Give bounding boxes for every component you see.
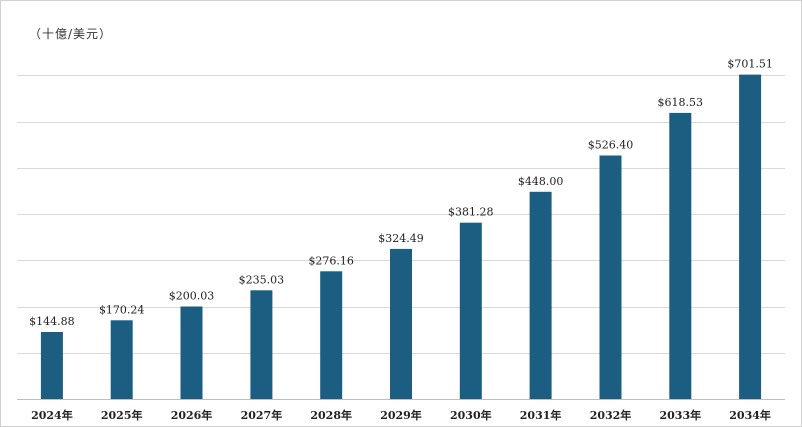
category-label: 2034年	[729, 408, 771, 422]
value-label: $381.28	[448, 206, 494, 219]
value-label: $276.16	[308, 254, 354, 267]
bar-2034年	[739, 74, 762, 399]
category-label: 2031年	[520, 408, 562, 422]
value-label: $235.03	[239, 273, 285, 286]
category-label: 2026年	[171, 408, 213, 422]
value-label: $701.51	[727, 58, 773, 71]
bars	[40, 74, 762, 400]
category-label: 2025年	[101, 408, 143, 422]
category-label: 2028年	[310, 408, 352, 422]
category-label: 2027年	[241, 408, 283, 422]
category-label: 2024年	[31, 408, 73, 422]
bar-2030年	[459, 222, 482, 399]
bar-2024年	[40, 332, 63, 399]
bar-2029年	[390, 248, 412, 399]
bar-2027年	[250, 290, 273, 399]
category-label: 2033年	[659, 408, 701, 422]
bar-2031年	[529, 191, 552, 399]
category-labels: 2024年 2025年 2026年 2027年 2028年 2029年 2030年 2031年…	[31, 408, 771, 422]
bar-2033年	[669, 112, 692, 400]
category-label: 2032年	[590, 408, 632, 422]
value-label: $526.40	[588, 139, 634, 152]
category-label: 2030年	[450, 408, 492, 422]
bar-2026年	[180, 306, 203, 399]
bar-2028年	[320, 271, 343, 399]
category-label: 2029年	[380, 408, 422, 422]
value-label: $324.49	[378, 232, 424, 245]
value-label: $144.88	[29, 315, 75, 328]
value-label: $618.53	[658, 96, 704, 109]
value-label: $200.03	[169, 290, 215, 303]
bar-2032年	[599, 155, 622, 399]
value-labels: $144.88 $170.24 $200.03 $235.03 $276.16 $324.…	[29, 58, 773, 328]
bar-2025年	[110, 320, 133, 399]
value-label: $448.00	[518, 175, 564, 188]
value-label: $170.24	[99, 303, 145, 316]
unit-label: （十億/美元）	[29, 27, 113, 41]
